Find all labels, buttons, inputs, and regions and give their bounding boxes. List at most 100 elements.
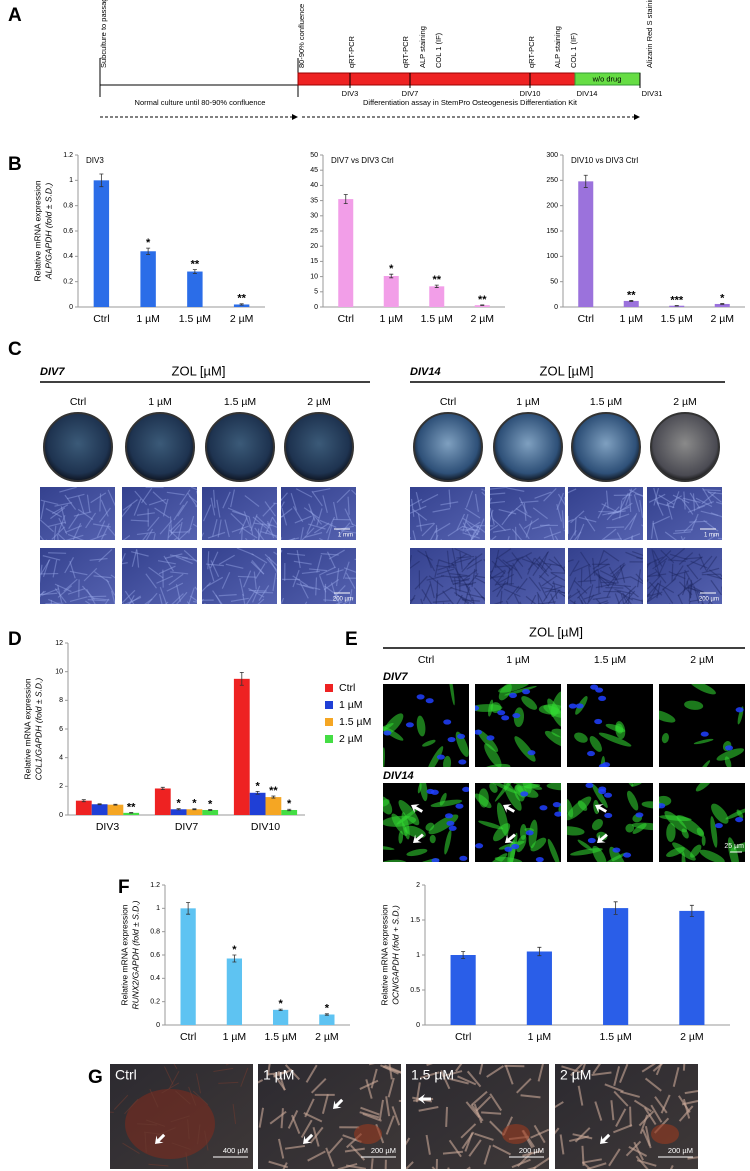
texture	[614, 588, 633, 595]
y-tick-label: 250	[546, 177, 558, 184]
scale-label: 1 mm	[704, 533, 719, 539]
texture	[57, 585, 73, 598]
texture	[541, 552, 549, 570]
texture	[623, 533, 641, 540]
y-tick-label: 0.4	[150, 975, 160, 982]
timeline-event: COL 1 (IF)	[434, 32, 443, 68]
texture	[476, 518, 485, 536]
texture	[525, 520, 533, 538]
texture	[41, 588, 59, 596]
texture	[630, 576, 643, 585]
texture	[60, 506, 67, 524]
x-tick-label: 2 µM	[680, 1031, 704, 1043]
texture	[446, 550, 450, 569]
texture	[221, 571, 231, 589]
texture	[215, 594, 222, 604]
texture	[231, 525, 249, 533]
fibre	[699, 849, 725, 862]
significance-label: *	[232, 944, 237, 956]
image	[567, 783, 653, 862]
texture	[458, 581, 477, 587]
texture	[557, 589, 565, 595]
texture	[553, 556, 565, 572]
texture	[629, 513, 638, 531]
texture	[597, 502, 607, 519]
texture	[415, 1082, 421, 1103]
texture	[241, 527, 258, 539]
texture	[65, 534, 84, 540]
texture	[576, 523, 585, 540]
texture	[612, 506, 630, 515]
plate	[571, 412, 641, 482]
texture	[494, 549, 500, 568]
texture	[673, 531, 692, 535]
texture	[652, 550, 663, 567]
y-tick-label: 35	[310, 197, 318, 204]
nucleus	[602, 762, 611, 767]
texture	[148, 566, 164, 579]
y-tick-label: 200	[546, 203, 558, 210]
texture	[351, 523, 356, 527]
texture	[682, 497, 701, 504]
texture	[607, 571, 620, 587]
texture	[213, 489, 216, 508]
scale-label: 200 µm	[333, 597, 353, 603]
significance-label: *	[389, 263, 394, 275]
texture	[653, 515, 670, 525]
texture	[536, 591, 544, 604]
timeline-event: Alizarin Red S staining	[645, 0, 654, 68]
fibre	[699, 760, 711, 767]
texture	[580, 551, 592, 568]
y-tick-label: 0	[69, 304, 73, 311]
texture	[287, 552, 306, 556]
texture	[255, 515, 270, 529]
texture	[489, 1093, 503, 1112]
mineral-deposit	[651, 1124, 679, 1144]
texture	[594, 571, 610, 584]
texture	[490, 500, 506, 504]
fibre	[494, 856, 523, 862]
x-tick-label: DIV10	[251, 821, 280, 833]
bar	[319, 1014, 335, 1025]
texture	[344, 1147, 365, 1153]
texture	[254, 527, 265, 540]
image-bg	[490, 548, 565, 604]
texture	[156, 1127, 176, 1136]
panel-letter: B	[8, 154, 22, 175]
nucleus	[443, 719, 452, 725]
texture	[192, 523, 197, 528]
texture	[495, 583, 514, 586]
timeline-event: qRT-PCR	[347, 35, 356, 68]
texture	[630, 535, 634, 540]
texture	[701, 567, 720, 574]
texture	[506, 567, 511, 586]
image	[383, 783, 469, 862]
texture	[507, 585, 520, 601]
texture	[440, 501, 459, 506]
texture	[85, 512, 97, 529]
texture	[306, 517, 315, 534]
texture	[104, 598, 110, 604]
group-label: DIV14	[410, 366, 441, 378]
texture	[573, 563, 591, 573]
panel-letter: E	[345, 629, 358, 650]
fibre	[641, 801, 653, 809]
y-tick-label: 1.2	[150, 882, 160, 889]
texture	[631, 536, 634, 540]
y-tick-label: 45	[310, 167, 318, 174]
texture	[471, 1090, 488, 1106]
texture	[153, 533, 156, 540]
plate	[125, 412, 195, 482]
y-tick-label: 30	[310, 213, 318, 220]
texture	[501, 510, 514, 526]
texture	[595, 583, 614, 589]
y-tick-label: 2	[59, 783, 63, 790]
texture	[382, 1065, 401, 1074]
fibre	[567, 826, 585, 836]
texture	[689, 597, 708, 603]
texture	[213, 1067, 234, 1073]
texture	[547, 589, 561, 604]
panel-letter: C	[8, 339, 22, 360]
texture	[258, 1079, 264, 1084]
nucleus	[497, 710, 506, 716]
